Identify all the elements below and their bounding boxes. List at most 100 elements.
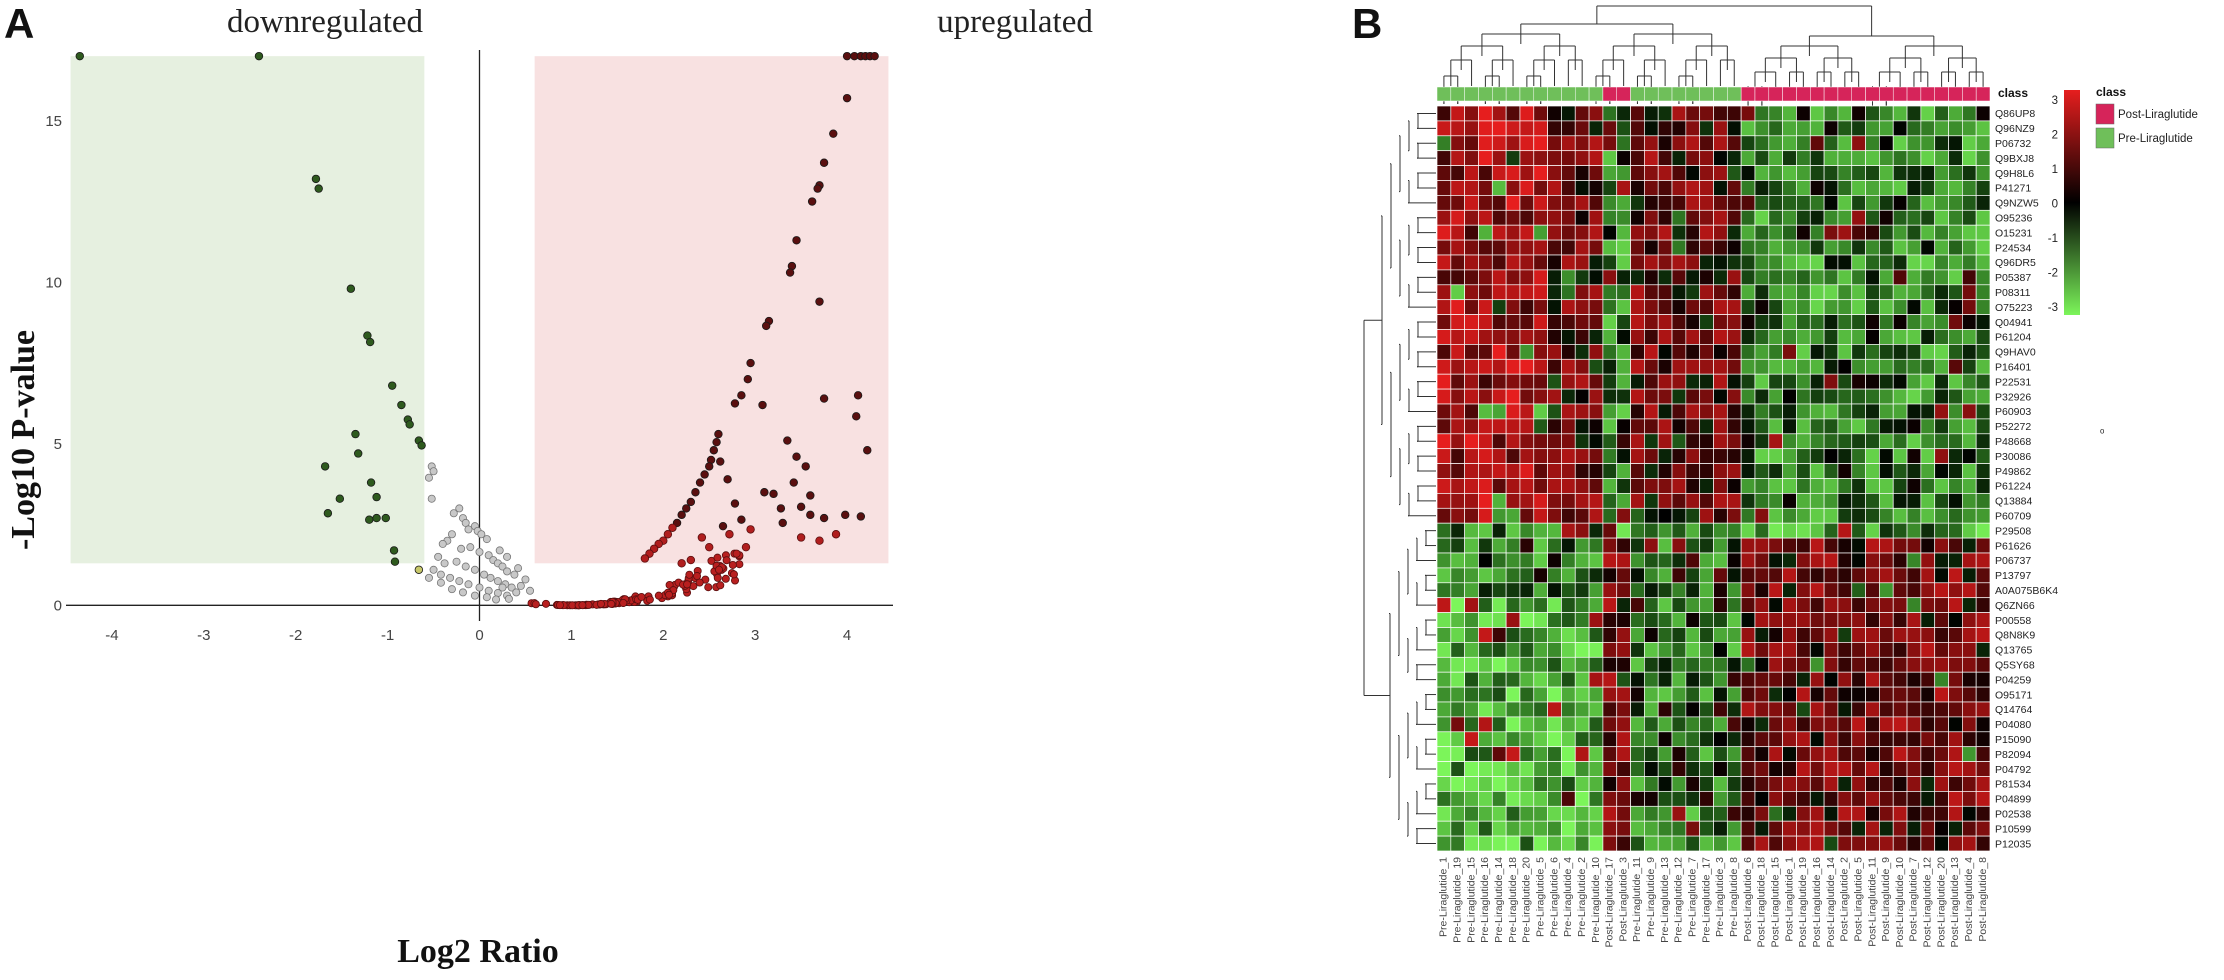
heatmap-cell — [1796, 776, 1811, 792]
heatmap-cell — [1713, 254, 1728, 271]
heatmap-cell — [1754, 776, 1770, 792]
point-upregulated — [682, 504, 691, 513]
heatmap-cell — [1533, 820, 1548, 837]
heatmap-cell — [1975, 478, 1991, 494]
heatmap-cell — [1519, 597, 1535, 613]
heatmap-cell — [1644, 284, 1659, 301]
heatmap-cell — [1464, 746, 1479, 762]
heatmap-cell — [1505, 493, 1521, 509]
heatmap-cell — [1851, 567, 1866, 584]
heatmap-cell — [1920, 224, 1936, 241]
heatmap-cell — [1602, 269, 1618, 286]
heatmap-cell — [1644, 478, 1659, 494]
heatmap-cell — [1768, 656, 1783, 673]
heatmap-cell — [1920, 314, 1936, 330]
heatmap-cell — [1671, 791, 1687, 807]
heatmap-cell — [1464, 314, 1479, 330]
heatmap-cell — [1768, 835, 1783, 852]
heatmap-cell — [1602, 448, 1618, 464]
heatmap-cell — [1436, 686, 1452, 703]
heatmap-cell — [1961, 597, 1977, 613]
heatmap-cell — [1713, 567, 1728, 584]
heatmap-cell — [1616, 284, 1631, 301]
heatmap-cell — [1450, 209, 1465, 226]
heatmap-cell — [1740, 165, 1756, 181]
heatmap-cell — [1920, 642, 1936, 658]
heatmap-cell — [1768, 254, 1783, 271]
heatmap-cell — [1519, 344, 1535, 360]
heatmap-cell — [1561, 403, 1576, 420]
heatmap-cell — [1809, 761, 1825, 777]
heatmap-cell — [1505, 835, 1521, 852]
heatmap-cell — [1491, 403, 1507, 420]
heatmap-cell — [1491, 791, 1507, 807]
heatmap-cell — [1782, 820, 1797, 837]
heatmap-cell — [1450, 791, 1465, 807]
heatmap-cell — [1796, 224, 1811, 241]
heatmap-cell — [1644, 269, 1659, 286]
heatmap-cell — [1685, 507, 1701, 524]
heatmap-cell — [1657, 195, 1673, 211]
heatmap-cell — [1547, 135, 1562, 152]
heatmap-cell — [1547, 522, 1562, 539]
heatmap-cell — [1768, 791, 1783, 807]
heatmap-cell — [1713, 612, 1728, 628]
heatmap-cell — [1616, 776, 1631, 792]
heatmap-cell — [1892, 597, 1908, 613]
heatmap-cell — [1588, 403, 1604, 420]
heatmap-cell — [1436, 239, 1452, 256]
heatmap-cell — [1879, 716, 1894, 733]
heatmap-cell — [1809, 656, 1825, 673]
point-not_significant — [498, 562, 507, 571]
heatmap-cell — [1657, 254, 1673, 271]
heatmap-cell — [1837, 344, 1853, 360]
heatmap-cell — [1754, 165, 1770, 181]
heatmap-cell — [1975, 135, 1991, 152]
heatmap-cell — [1602, 314, 1618, 330]
heatmap-cell — [1491, 507, 1507, 524]
heatmap-cell — [1809, 671, 1825, 688]
heatmap-cell — [1478, 597, 1493, 613]
heatmap-cell — [1948, 209, 1963, 226]
heatmap-cell — [1851, 642, 1866, 658]
point-downregulated — [365, 515, 374, 524]
row-label: Q96NZ9 — [1995, 123, 2035, 135]
heatmap-cell — [1740, 656, 1756, 673]
heatmap-cell — [1961, 388, 1977, 405]
heatmap-cell — [1602, 835, 1618, 852]
heatmap-cell — [1588, 180, 1604, 196]
heatmap-cell — [1561, 418, 1576, 435]
heatmap-cell — [1892, 507, 1908, 524]
heatmap-cell — [1975, 746, 1991, 762]
heatmap-cell — [1726, 463, 1742, 479]
heatmap-cell — [1865, 329, 1880, 345]
heatmap-cell — [1547, 239, 1562, 256]
heatmap-cell — [1948, 761, 1963, 777]
heatmap-cell — [1906, 597, 1922, 613]
point-upregulated — [819, 158, 829, 167]
heatmap-cell — [1934, 820, 1949, 837]
heatmap-cell — [1450, 746, 1465, 762]
heatmap-cell — [1740, 314, 1756, 330]
heatmap-cell — [1837, 612, 1853, 628]
heatmap-cell — [1533, 388, 1548, 405]
heatmap-cell — [1796, 835, 1811, 852]
row-label: P60903 — [1995, 406, 2031, 418]
heatmap-cell — [1975, 671, 1991, 688]
point-upregulated — [841, 510, 850, 520]
heatmap-cell — [1740, 120, 1756, 137]
class-bar-cell — [1810, 86, 1825, 102]
heatmap-cell — [1975, 552, 1991, 569]
column-label: Post-Liraglutide_15 — [1769, 857, 1781, 948]
heatmap-cell — [1533, 478, 1548, 494]
heatmap-cell — [1796, 731, 1811, 748]
heatmap-cell — [1685, 433, 1701, 450]
heatmap-cell — [1906, 105, 1922, 122]
heatmap-cell — [1934, 254, 1949, 271]
heatmap-cell — [1436, 403, 1452, 420]
heatmap-cell — [1796, 820, 1811, 837]
heatmap-cell — [1644, 597, 1659, 613]
heatmap-cell — [1782, 478, 1797, 494]
heatmap-cell — [1505, 120, 1521, 137]
heatmap-cell — [1491, 433, 1507, 450]
